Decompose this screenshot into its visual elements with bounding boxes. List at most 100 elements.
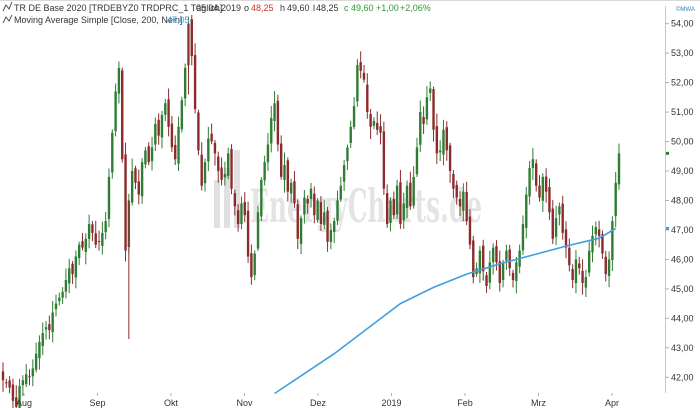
candle [551,200,554,245]
indicator-icon [2,14,13,24]
x-tick-label: Aug [16,398,32,408]
candle-body [263,162,266,181]
candle-body [538,185,541,198]
watermark-logo-bar [234,150,240,228]
candle [296,199,299,250]
candle-body [260,179,263,217]
candle-body [568,247,571,266]
candle [273,91,276,132]
candle-body [94,233,97,245]
candle-body [332,221,336,233]
candle-body [425,97,429,120]
legend-high-value: 49,60 [287,3,310,13]
candle [8,376,11,394]
y-tick-label: 43,00 [671,343,694,353]
candle-body [227,153,230,177]
candle [452,169,455,199]
candle-body [313,193,316,216]
y-tick-label: 44,00 [671,313,694,323]
candle [561,195,564,240]
candle [601,230,604,259]
candle [286,157,290,202]
candle [299,215,303,255]
candle-body [160,115,164,138]
candle-body [68,268,71,284]
watermark-logo-bar [214,180,220,228]
candle-body [472,240,475,278]
candle [332,217,336,243]
y-axis: 42,00 43,00 44,00 45,00 46,00 47,00 48,00 49,00… [665,19,694,382]
candle [564,221,568,259]
candle-body [134,168,137,183]
candle [77,241,81,266]
candle [607,251,611,288]
candle-body [233,193,237,207]
watermark-logo-bar [224,168,230,228]
ma-last-marker [666,226,669,230]
candle [538,175,541,202]
candle [475,262,478,278]
candle [233,189,237,216]
candle-body [174,144,177,160]
candle-body [200,154,203,186]
candle-body [515,262,518,281]
candle [94,220,97,249]
candle-body [104,221,107,233]
candle [124,142,127,262]
candle-body [84,238,87,252]
candle [458,191,462,216]
candle-body [243,202,246,216]
candle [183,63,187,107]
candle [495,240,498,271]
candle-body [541,176,545,201]
candle [246,201,250,263]
candle [54,294,58,317]
candle [1,362,5,392]
candle [468,208,472,250]
candle [21,375,25,396]
candle-body [607,259,611,277]
candle [227,147,230,180]
candle [81,232,84,251]
candle-body [81,241,84,248]
candle [130,158,134,206]
candle [478,245,482,283]
candle [293,171,296,208]
candle [236,204,240,232]
candle [28,369,31,386]
candle [402,192,405,229]
candle-body [597,229,601,236]
candle-body [415,147,419,175]
candle [438,140,442,162]
candle [319,196,323,231]
candle-body [164,103,167,115]
candle [359,51,362,79]
candle-body [395,185,399,215]
candle [34,342,38,373]
candle [213,139,217,166]
candle-body [326,210,329,242]
candle [385,184,389,228]
candle [64,268,68,299]
candle-body [183,67,187,99]
series-icon [2,1,13,12]
candle [44,320,48,340]
candle [574,250,578,294]
candle-body [137,181,140,195]
candle-body [236,210,240,225]
candle [223,161,227,186]
candle [87,214,91,249]
candle [306,195,309,214]
legend-series-name: TR DE Base 2020 [TRDEBYZ0 TRDPRC_1 Tägli… [14,3,222,13]
candle [419,100,422,152]
candle-body [299,218,303,244]
x-axis: Aug Sep Okt Nov Dez 2019 Feb Mrz Apr [16,393,619,408]
candle [362,64,366,83]
candle-body [124,154,127,251]
candle-body [438,150,442,153]
legend-ma-value: 47,05 [167,15,190,25]
candle [71,261,74,284]
candle [200,142,203,191]
